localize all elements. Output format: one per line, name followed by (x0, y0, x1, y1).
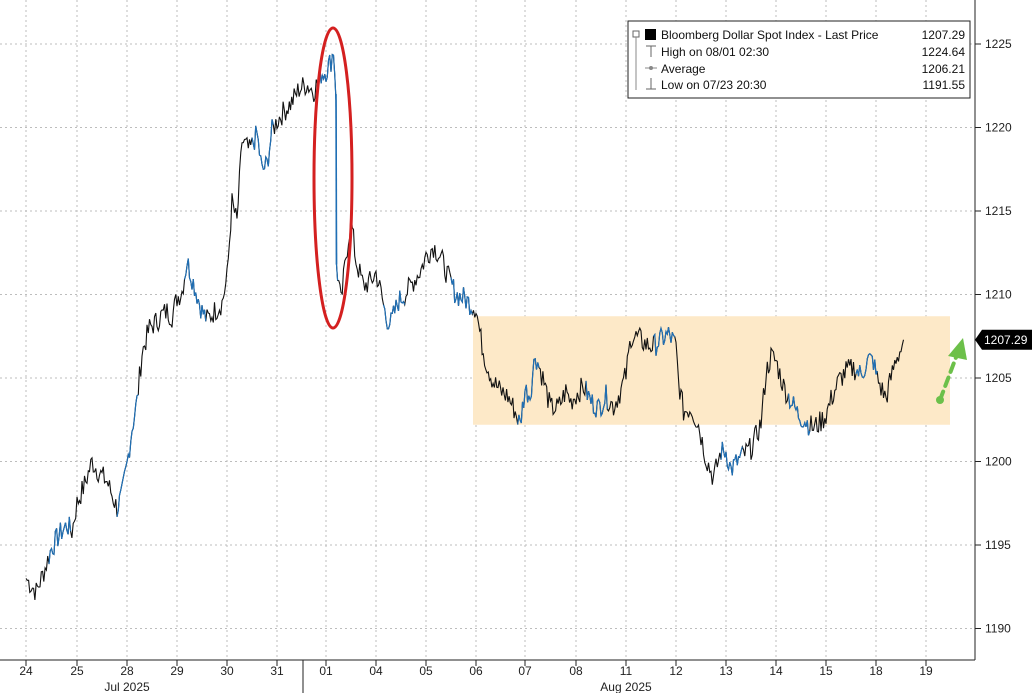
series-line-blue (450, 277, 473, 315)
legend-low-icon (646, 78, 656, 90)
legend-value-last: 1207.29 (922, 28, 966, 42)
last-price-tag: 1207.29 (975, 329, 1032, 350)
series-line-blue (48, 516, 72, 565)
x-tick-label: 11 (620, 664, 633, 678)
x-tick-label: 18 (869, 664, 883, 678)
x-tick-label: 12 (669, 664, 683, 678)
series-line-blue (116, 394, 139, 518)
month-label: Aug 2025 (600, 680, 652, 693)
y-tick-label: 1195 (985, 538, 1011, 552)
y-axis-ticks: 1190 1195 1200 1205 1210 1215 1220 1225 (975, 37, 1012, 636)
x-axis-ticks: 24 25 28 29 30 31 01 04 05 06 07 08 11 12 13 14 15 18 19 (19, 660, 933, 678)
legend-average-icon (645, 66, 657, 70)
x-tick-label: 31 (270, 664, 284, 678)
price-series (25, 53, 905, 600)
range-band (473, 316, 950, 425)
series-line-blue (855, 352, 878, 379)
x-tick-label: 13 (719, 664, 733, 678)
y-tick-label: 1225 (985, 37, 1012, 51)
spike-drop-line (335, 94, 338, 265)
x-tick-label: 15 (819, 664, 833, 678)
series-line-blue (382, 290, 406, 330)
x-tick-label: 05 (419, 664, 433, 678)
legend-label-last: Bloomberg Dollar Spot Index - Last Price (661, 28, 879, 42)
series-line-blue (585, 380, 608, 418)
y-tick-label: 1220 (985, 121, 1012, 135)
legend: Bloomberg Dollar Spot Index - Last Price… (627, 20, 971, 99)
x-tick-label: 24 (19, 664, 33, 678)
y-tick-label: 1200 (985, 455, 1012, 469)
series-line-blue (318, 53, 339, 281)
legend-value-average: 1206.21 (922, 62, 966, 76)
series-line-blue (787, 393, 811, 436)
month-label: Jul 2025 (104, 680, 150, 693)
spike-highlight-ellipse (312, 26, 354, 330)
x-tick-label: 29 (170, 664, 184, 678)
legend-value-high: 1224.64 (922, 45, 966, 59)
x-tick-label: 14 (769, 664, 783, 678)
series-line-blue (251, 119, 274, 170)
series-line-blue (183, 258, 207, 322)
legend-square-icon (645, 29, 656, 40)
legend-label-high: High on 08/01 02:30 (661, 45, 769, 59)
legend-value-low: 1191.55 (923, 78, 966, 92)
uptrend-arrow-icon (936, 338, 967, 404)
x-tick-label: 19 (919, 664, 933, 678)
legend-high-icon (646, 45, 656, 57)
legend-label-low: Low on 07/23 20:30 (661, 78, 767, 92)
x-tick-label: 25 (70, 664, 84, 678)
last-price-label: 1207.29 (984, 333, 1028, 347)
x-tick-label: 30 (220, 664, 234, 678)
x-tick-label: 07 (518, 664, 532, 678)
y-tick-label: 1190 (985, 622, 1011, 636)
series-line-blue (517, 357, 540, 425)
x-tick-label: 04 (369, 664, 383, 678)
y-tick-label: 1215 (985, 204, 1012, 218)
y-tick-label: 1210 (985, 288, 1012, 302)
x-tick-label: 06 (469, 664, 483, 678)
month-labels: Jul 2025 Aug 2025 (104, 680, 652, 693)
legend-label-average: Average (661, 62, 706, 76)
x-tick-label: 28 (120, 664, 134, 678)
x-tick-label: 01 (319, 664, 333, 678)
series-line-blue (653, 326, 676, 356)
series-line-blue (720, 441, 743, 476)
x-tick-label: 08 (569, 664, 583, 678)
y-tick-label: 1205 (985, 371, 1012, 385)
